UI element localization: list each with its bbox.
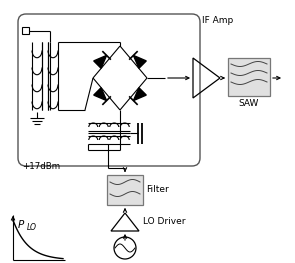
Text: +17dBm: +17dBm — [22, 162, 60, 171]
Bar — [22, 27, 29, 34]
Bar — [228, 58, 270, 96]
FancyBboxPatch shape — [18, 14, 200, 166]
Polygon shape — [94, 55, 106, 68]
Text: P: P — [18, 220, 24, 230]
Text: Filter: Filter — [146, 185, 169, 195]
Text: LO: LO — [27, 223, 37, 232]
Bar — [107, 175, 143, 205]
Text: SAW: SAW — [239, 99, 259, 108]
Text: IF Amp: IF Amp — [202, 16, 233, 25]
Polygon shape — [94, 88, 106, 100]
Polygon shape — [133, 88, 146, 100]
Text: LO Driver: LO Driver — [143, 218, 186, 226]
Polygon shape — [133, 55, 146, 68]
